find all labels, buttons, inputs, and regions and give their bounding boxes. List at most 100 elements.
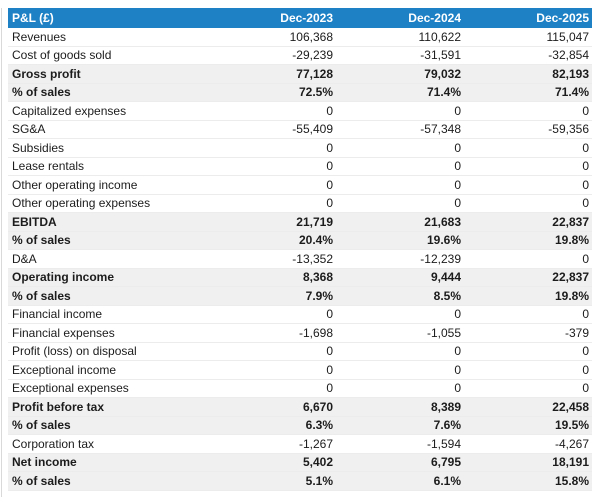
row-value: 110,622 [418, 29, 462, 44]
row-value: -57,348 [420, 122, 461, 137]
row-value: -59,356 [548, 122, 589, 137]
table-row: Lease rentals 0 0 0 [8, 157, 592, 176]
table-title: P&L (£) [8, 8, 208, 28]
row-value: -12,239 [420, 251, 461, 266]
row-value: -1,055 [426, 325, 461, 340]
table-header-row: P&L (£) Dec-2023 Dec-2024 Dec-2025 [8, 8, 592, 28]
row-value: 71.4% [554, 85, 589, 100]
table-row: % of sales 7.9% 8.5% 19.8% [8, 286, 592, 305]
row-value: 0 [326, 103, 333, 118]
row-label: Revenues [12, 29, 67, 44]
row-value: 0 [326, 140, 333, 155]
row-value: 19.6% [426, 233, 461, 248]
row-label: Other operating income [12, 177, 138, 192]
row-value: 0 [454, 344, 461, 359]
row-value: 22,837 [552, 214, 589, 229]
table-row: Cost of goods sold -29,239 -31,591 -32,854 [8, 46, 592, 65]
row-value: -31,591 [420, 48, 461, 63]
row-value: 20.4% [298, 233, 333, 248]
row-value: 0 [582, 251, 589, 266]
row-value: 0 [454, 307, 461, 322]
row-value: -1,698 [298, 325, 333, 340]
row-value: 8,389 [430, 399, 461, 414]
row-value: 71.4% [426, 85, 461, 100]
row-value: 0 [454, 196, 461, 211]
row-value: 0 [582, 140, 589, 155]
row-value: 0 [582, 103, 589, 118]
row-value: 0 [454, 103, 461, 118]
row-value: 9,444 [430, 270, 461, 285]
row-value: 0 [582, 307, 589, 322]
table-row: Financial income 0 0 0 [8, 305, 592, 324]
row-label: Profit (loss) on disposal [12, 344, 137, 359]
row-value: 19.8% [554, 233, 589, 248]
table-row: Profit (loss) on disposal 0 0 0 [8, 342, 592, 361]
row-value: -379 [564, 325, 589, 340]
row-value: -55,409 [292, 122, 333, 137]
row-label: Exceptional expenses [12, 381, 129, 396]
column-header-dec-2025: Dec-2025 [464, 8, 592, 28]
row-value: 6,670 [302, 399, 333, 414]
row-value: 0 [454, 159, 461, 174]
row-value: 0 [582, 159, 589, 174]
row-value: -1,267 [298, 436, 333, 451]
row-value: 0 [326, 307, 333, 322]
table-row: % of sales 20.4% 19.6% 19.8% [8, 231, 592, 250]
table-row: Exceptional income 0 0 0 [8, 361, 592, 379]
row-value: -4,267 [554, 436, 589, 451]
row-value: 19.8% [554, 288, 589, 303]
row-label: % of sales [12, 233, 71, 248]
row-label: Financial income [12, 307, 103, 322]
row-value: 8,368 [302, 270, 333, 285]
table-row: Gross profit 77,128 79,032 82,193 [8, 64, 592, 83]
row-value: 6.3% [305, 418, 333, 433]
row-value: 6.1% [433, 473, 461, 488]
row-value: 22,837 [552, 270, 589, 285]
row-value: 0 [326, 381, 333, 396]
row-label: % of sales [12, 418, 71, 433]
row-value: 21,683 [424, 214, 461, 229]
column-header-dec-2024: Dec-2024 [336, 8, 464, 28]
row-value: 82,193 [552, 66, 589, 81]
row-value: -29,239 [292, 48, 333, 63]
row-value: 0 [454, 140, 461, 155]
table-row: Subsidies 0 0 0 [8, 139, 592, 157]
table-row: Capitalized expenses 0 0 0 [8, 102, 592, 120]
row-value: 77,128 [296, 66, 333, 81]
row-value: 6,795 [430, 455, 461, 470]
row-label: Operating income [12, 270, 115, 285]
row-value: 0 [582, 344, 589, 359]
table-row: Other operating income 0 0 0 [8, 176, 592, 194]
row-value: 0 [326, 362, 333, 377]
table-row: Revenues 106,368 110,622 115,047 [8, 28, 592, 46]
row-value: 7.6% [433, 418, 461, 433]
row-label: Financial expenses [12, 325, 115, 340]
table-row: Profit before tax 6,670 8,389 22,458 [8, 397, 592, 416]
table-row: Other operating expenses 0 0 0 [8, 194, 592, 213]
row-label: SG&A [12, 122, 46, 137]
row-label: Subsidies [12, 140, 65, 155]
row-value: 106,368 [289, 29, 333, 44]
row-value: 0 [326, 344, 333, 359]
row-value: 18,191 [552, 455, 589, 470]
row-label: Profit before tax [12, 399, 105, 414]
table-row: EBITDA 21,719 21,683 22,837 [8, 212, 592, 231]
row-value: 0 [326, 159, 333, 174]
row-value: 115,047 [546, 29, 590, 44]
table-row: Exceptional expenses 0 0 0 [8, 379, 592, 398]
row-label: Cost of goods sold [12, 48, 112, 63]
row-value: 5,402 [302, 455, 333, 470]
table-row: Financial expenses -1,698 -1,055 -379 [8, 324, 592, 342]
pnl-table: P&L (£) Dec-2023 Dec-2024 Dec-2025 Reven… [8, 8, 592, 491]
row-value: 0 [582, 362, 589, 377]
table-row: % of sales 5.1% 6.1% 15.8% [8, 471, 592, 490]
row-label: % of sales [12, 85, 71, 100]
row-value: 21,719 [296, 214, 333, 229]
left-edge-border [1, 8, 2, 497]
row-value: 0 [454, 381, 461, 396]
row-value: 0 [582, 177, 589, 192]
row-value: 19.5% [554, 418, 589, 433]
row-value: 7.9% [305, 288, 333, 303]
row-value: 72.5% [298, 85, 333, 100]
row-label: % of sales [12, 473, 71, 488]
